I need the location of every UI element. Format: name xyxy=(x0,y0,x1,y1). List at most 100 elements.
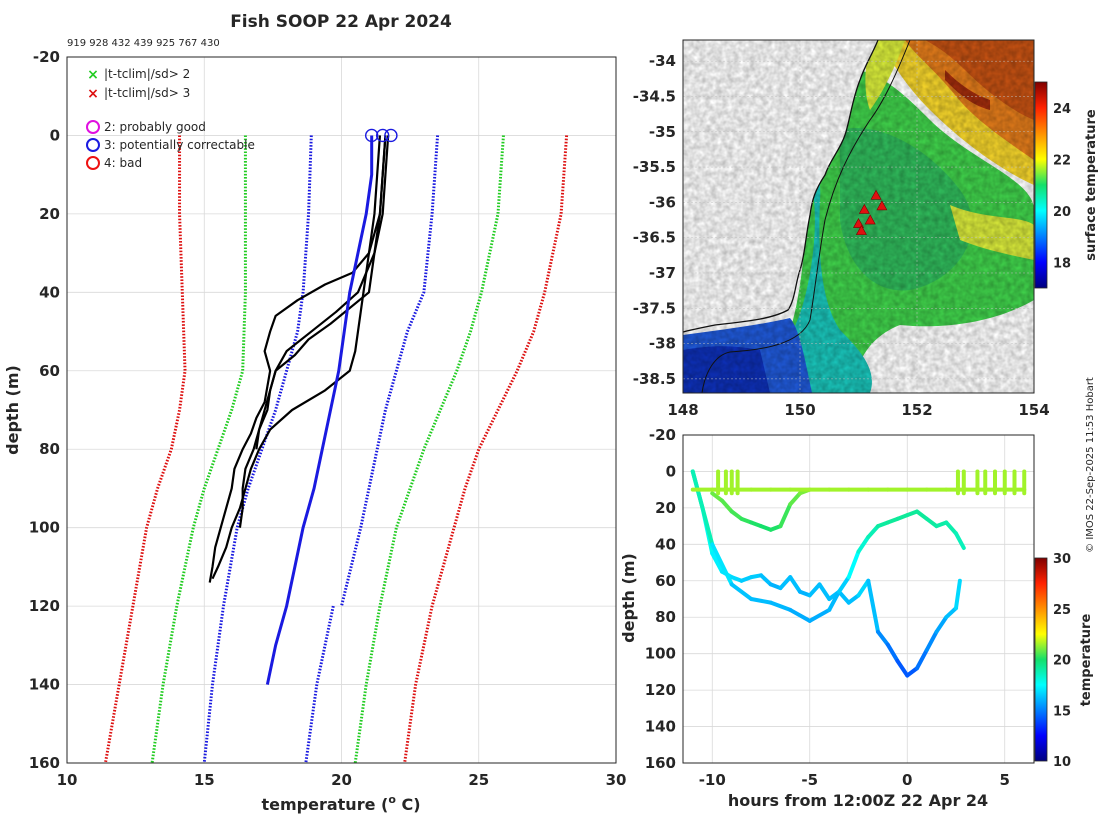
legend-qc-label: 2: probably good xyxy=(104,120,206,134)
track-2-segment xyxy=(846,549,861,580)
sst-colorbar xyxy=(1034,81,1048,289)
depth-time-xlabel: hours from 12:00Z 22 Apr 24 xyxy=(728,791,988,810)
track-0-segment xyxy=(944,606,958,620)
track-0-segment xyxy=(856,578,871,598)
track-1-segment xyxy=(807,607,832,623)
track-2-segment xyxy=(924,516,939,529)
xbt-drop-marker xyxy=(864,214,876,225)
track-0-segment xyxy=(817,582,832,601)
depth-time-y-tick-label: 80 xyxy=(655,608,676,626)
depth-time-ticks: -10 -5 0 5 -20 0 20 40 60 80 100 120 140 160 xyxy=(645,426,1010,789)
climatology-line-mean xyxy=(202,135,313,764)
temperature-colorbar-ticks: 10 15 20 25 30 xyxy=(1053,552,1071,770)
track-1-segment xyxy=(729,582,754,601)
x-tick-label: 25 xyxy=(468,771,489,789)
track-0-segment xyxy=(885,642,900,663)
xbt-drop-marker xyxy=(858,203,870,214)
x-tick-label: 30 xyxy=(606,771,627,789)
map-x-tick-label: 154 xyxy=(1018,401,1049,419)
map-y-tick-label: -36 xyxy=(649,193,676,211)
track-2-segment xyxy=(915,509,929,521)
legend-qc-label: 4: bad xyxy=(104,156,142,170)
profile-ylabel: depth (m) xyxy=(3,365,22,455)
track-0-segment xyxy=(934,615,949,634)
y-tick-label: 140 xyxy=(29,676,60,694)
map-y-tick-label: -35 xyxy=(649,123,676,141)
map-x-tick-label: 152 xyxy=(901,401,932,419)
track-3-segment xyxy=(710,491,724,503)
track-0-segment xyxy=(778,575,793,591)
climatology-line--2sd xyxy=(150,135,247,764)
track-1-segment xyxy=(749,597,773,605)
temperature-colorbar-tick-label: 25 xyxy=(1053,603,1071,618)
track-0-segment xyxy=(837,589,851,605)
legend-qc-circle xyxy=(86,120,100,134)
track-3-segment xyxy=(778,502,793,529)
track-0-segment xyxy=(807,582,822,598)
y-tick-label: 100 xyxy=(29,519,60,537)
legend-flag-label: |t-tclim|/sd> 2 xyxy=(104,67,190,81)
profile-1 xyxy=(208,135,387,583)
flagged-profile-line xyxy=(265,135,374,685)
y-tick-label: -20 xyxy=(33,48,60,66)
map-y-tick-label: -38 xyxy=(649,335,676,353)
legend-x-marker: × xyxy=(87,67,99,83)
legend-flag-label: |t-tclim|/sd> 3 xyxy=(104,86,190,100)
depth-time-tracks xyxy=(690,469,1027,678)
legend-qc-circle xyxy=(86,156,100,170)
y-tick-label: 40 xyxy=(39,283,60,301)
map-y-tick-label: -37 xyxy=(649,264,676,282)
map-y-tick-label: -38.5 xyxy=(633,370,676,388)
track-1-segment xyxy=(837,575,851,594)
temperature-colorbar xyxy=(1034,557,1048,762)
track-0-segment xyxy=(915,648,929,671)
map-x-tick-label: 148 xyxy=(667,401,698,419)
map-ticks: 148 150 152 154 -34 -34.5 -35 -35.5 -36 -36.5 -37 -… xyxy=(633,52,1050,419)
depth-time-y-tick-label: -20 xyxy=(649,426,676,444)
temperature-colorbar-tick-label: 15 xyxy=(1053,704,1071,719)
depth-time-y-tick-label: 120 xyxy=(645,681,676,699)
climatology-line-+2sd xyxy=(353,135,505,764)
track-0-segment xyxy=(895,658,910,678)
depth-time-y-tick-label: 160 xyxy=(645,754,676,772)
legend-qc-label: 3: potentially correctable xyxy=(104,138,255,152)
xbt-drop-marker xyxy=(852,217,865,228)
x-tick-label: 10 xyxy=(57,771,78,789)
xbt-drop-markers xyxy=(852,189,888,235)
track-0-segment xyxy=(876,629,890,647)
depth-time-y-tick-label: 20 xyxy=(655,499,676,517)
map-y-tick-label: -34.5 xyxy=(633,87,676,105)
track-2-segment xyxy=(856,535,871,554)
map-x-tick-label: 150 xyxy=(784,401,815,419)
track-2-segment xyxy=(866,524,880,540)
sst-map: 148 150 152 154 -34 -34.5 -35 -35.5 -36 -36.5 -37 -… xyxy=(633,39,1099,419)
depth-time-axes-box xyxy=(682,434,1035,764)
temperature-colorbar-tick-label: 10 xyxy=(1053,755,1071,770)
temperature-colorbar-tick-label: 20 xyxy=(1053,654,1071,669)
map-y-tick-label: -35.5 xyxy=(633,158,676,176)
qc-markers xyxy=(364,128,398,143)
track-1-segment xyxy=(690,469,715,547)
profile-3 xyxy=(211,135,382,580)
profile-ticks: 10 15 20 25 30 -20 0 20 40 60 80 100 120 140 160 xyxy=(29,48,627,789)
depth-time-y-tick-label: 60 xyxy=(655,572,676,590)
track-1-segment xyxy=(788,607,812,623)
qc-marker xyxy=(375,128,390,143)
track-0-segment xyxy=(924,629,939,653)
y-tick-label: 120 xyxy=(29,597,60,615)
climatology-lines xyxy=(103,135,569,764)
imos-watermark: © IMOS 22-Sep-2025 11:53 Hobart xyxy=(1085,377,1096,553)
flagged-profile xyxy=(265,135,374,685)
xbt-drop-marker xyxy=(855,225,867,235)
depth-time-y-tick-label: 40 xyxy=(655,535,676,553)
sst-colorbar-tick-label: 22 xyxy=(1053,153,1071,168)
y-tick-label: 60 xyxy=(39,362,60,380)
xbt-drop-marker xyxy=(870,189,882,200)
climatology-line-mean-offset xyxy=(304,605,335,764)
depth-time-chart: -10 -5 0 5 -20 0 20 40 60 80 100 120 140 160 hours fr… xyxy=(619,426,1094,810)
depth-time-y-tick-label: 140 xyxy=(645,718,676,736)
map-y-tick-label: -34 xyxy=(649,52,676,70)
depth-time-y-tick-label: 100 xyxy=(645,645,676,663)
y-tick-label: 0 xyxy=(50,126,60,144)
depth-time-x-tick-label: 0 xyxy=(902,771,912,789)
